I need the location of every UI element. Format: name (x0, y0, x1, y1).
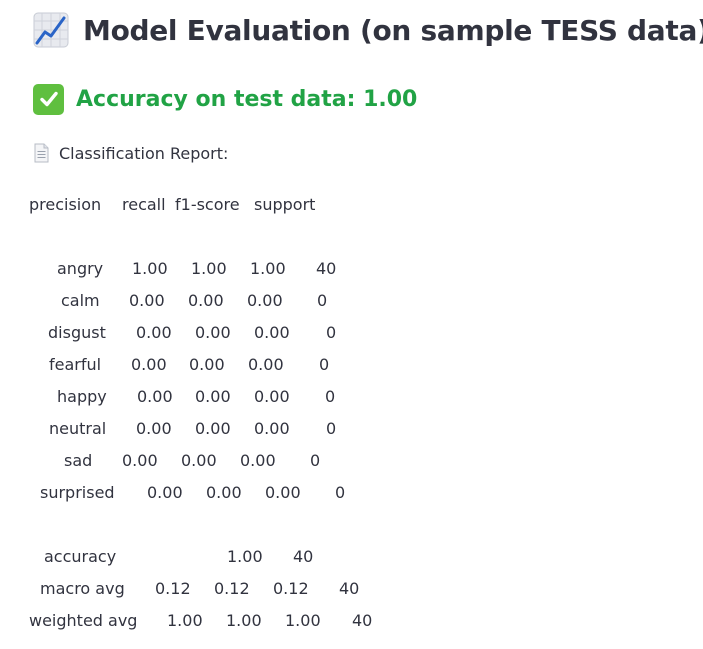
accuracy-heading: Accuracy on test data: 1.00 (33, 80, 417, 118)
cell-f1-score: 0.00 (248, 355, 284, 374)
column-header-precision: precision (29, 195, 102, 214)
cell-recall: 0.00 (206, 483, 242, 502)
cell-precision: 0.00 (137, 387, 173, 406)
cell-precision: 0.00 (122, 451, 158, 470)
cell-recall: 0.00 (181, 451, 217, 470)
check-mark-button-icon (33, 83, 64, 115)
classification-report-label: Classification Report: (34, 141, 228, 165)
summary-label-weighted-avg: weighted avg (29, 611, 138, 630)
accuracy-text: Accuracy on test data: 1.00 (76, 86, 418, 112)
cell-recall: 0.00 (188, 291, 224, 310)
row-label: calm (61, 291, 100, 310)
cell-precision: 0.00 (136, 323, 172, 342)
row-label: fearful (49, 355, 102, 374)
cell-recall: 0.00 (195, 419, 231, 438)
page-facing-up-icon (34, 143, 49, 163)
cell-f1-score: 0.00 (265, 483, 301, 502)
cell-precision: 0.00 (136, 419, 172, 438)
cell-f1-score: 0.00 (247, 291, 283, 310)
column-header-recall: recall (122, 195, 166, 214)
cell-precision: 0.00 (129, 291, 165, 310)
cell-recall: 1.00 (226, 611, 262, 630)
cell-support: 0 (319, 355, 330, 374)
cell-precision: 1.00 (132, 259, 168, 278)
cell-f1-score: 0.00 (240, 451, 276, 470)
cell-f1-score: 0.00 (254, 323, 290, 342)
row-label: angry (57, 259, 104, 278)
cell-recall: 0.12 (214, 579, 250, 598)
row-label: surprised (40, 483, 115, 502)
cell-support: 40 (293, 547, 314, 566)
row-label: sad (64, 451, 93, 470)
cell-f1-score: 0.12 (273, 579, 309, 598)
cell-support: 0 (326, 419, 337, 438)
row-label: neutral (49, 419, 107, 438)
cell-support: 0 (325, 387, 336, 406)
cell-f1-score: 1.00 (285, 611, 321, 630)
cell-support: 40 (352, 611, 373, 630)
cell-recall: 0.00 (195, 387, 231, 406)
cell-support: 40 (316, 259, 337, 278)
page-title-text: Model Evaluation (on sample TESS data) (83, 13, 703, 47)
cell-f1-score: 0.00 (254, 387, 290, 406)
cell-precision: 0.00 (147, 483, 183, 502)
summary-label-accuracy: accuracy (44, 547, 117, 566)
cell-support: 0 (335, 483, 346, 502)
page-title: Model Evaluation (on sample TESS data) (33, 8, 703, 52)
cell-precision: 1.00 (167, 611, 203, 630)
cell-precision: 0.12 (155, 579, 191, 598)
cell-support: 0 (310, 451, 321, 470)
cell-support: 40 (339, 579, 360, 598)
cell-support: 0 (326, 323, 337, 342)
cell-recall: 0.00 (195, 323, 231, 342)
cell-support: 0 (317, 291, 328, 310)
cell-recall: 1.00 (191, 259, 227, 278)
column-header-f1-score: f1-score (175, 195, 240, 214)
classification-report-label-text: Classification Report: (59, 143, 229, 163)
cell-f1-score: 1.00 (250, 259, 286, 278)
column-header-support: support (254, 195, 316, 214)
cell-f1-score: 1.00 (227, 547, 263, 566)
row-label: disgust (48, 323, 106, 342)
row-label: happy (57, 387, 107, 406)
cell-precision: 0.00 (131, 355, 167, 374)
cell-recall: 0.00 (189, 355, 225, 374)
cell-f1-score: 0.00 (254, 419, 290, 438)
summary-label-macro-avg: macro avg (40, 579, 125, 598)
chart-increasing-icon (33, 12, 69, 48)
